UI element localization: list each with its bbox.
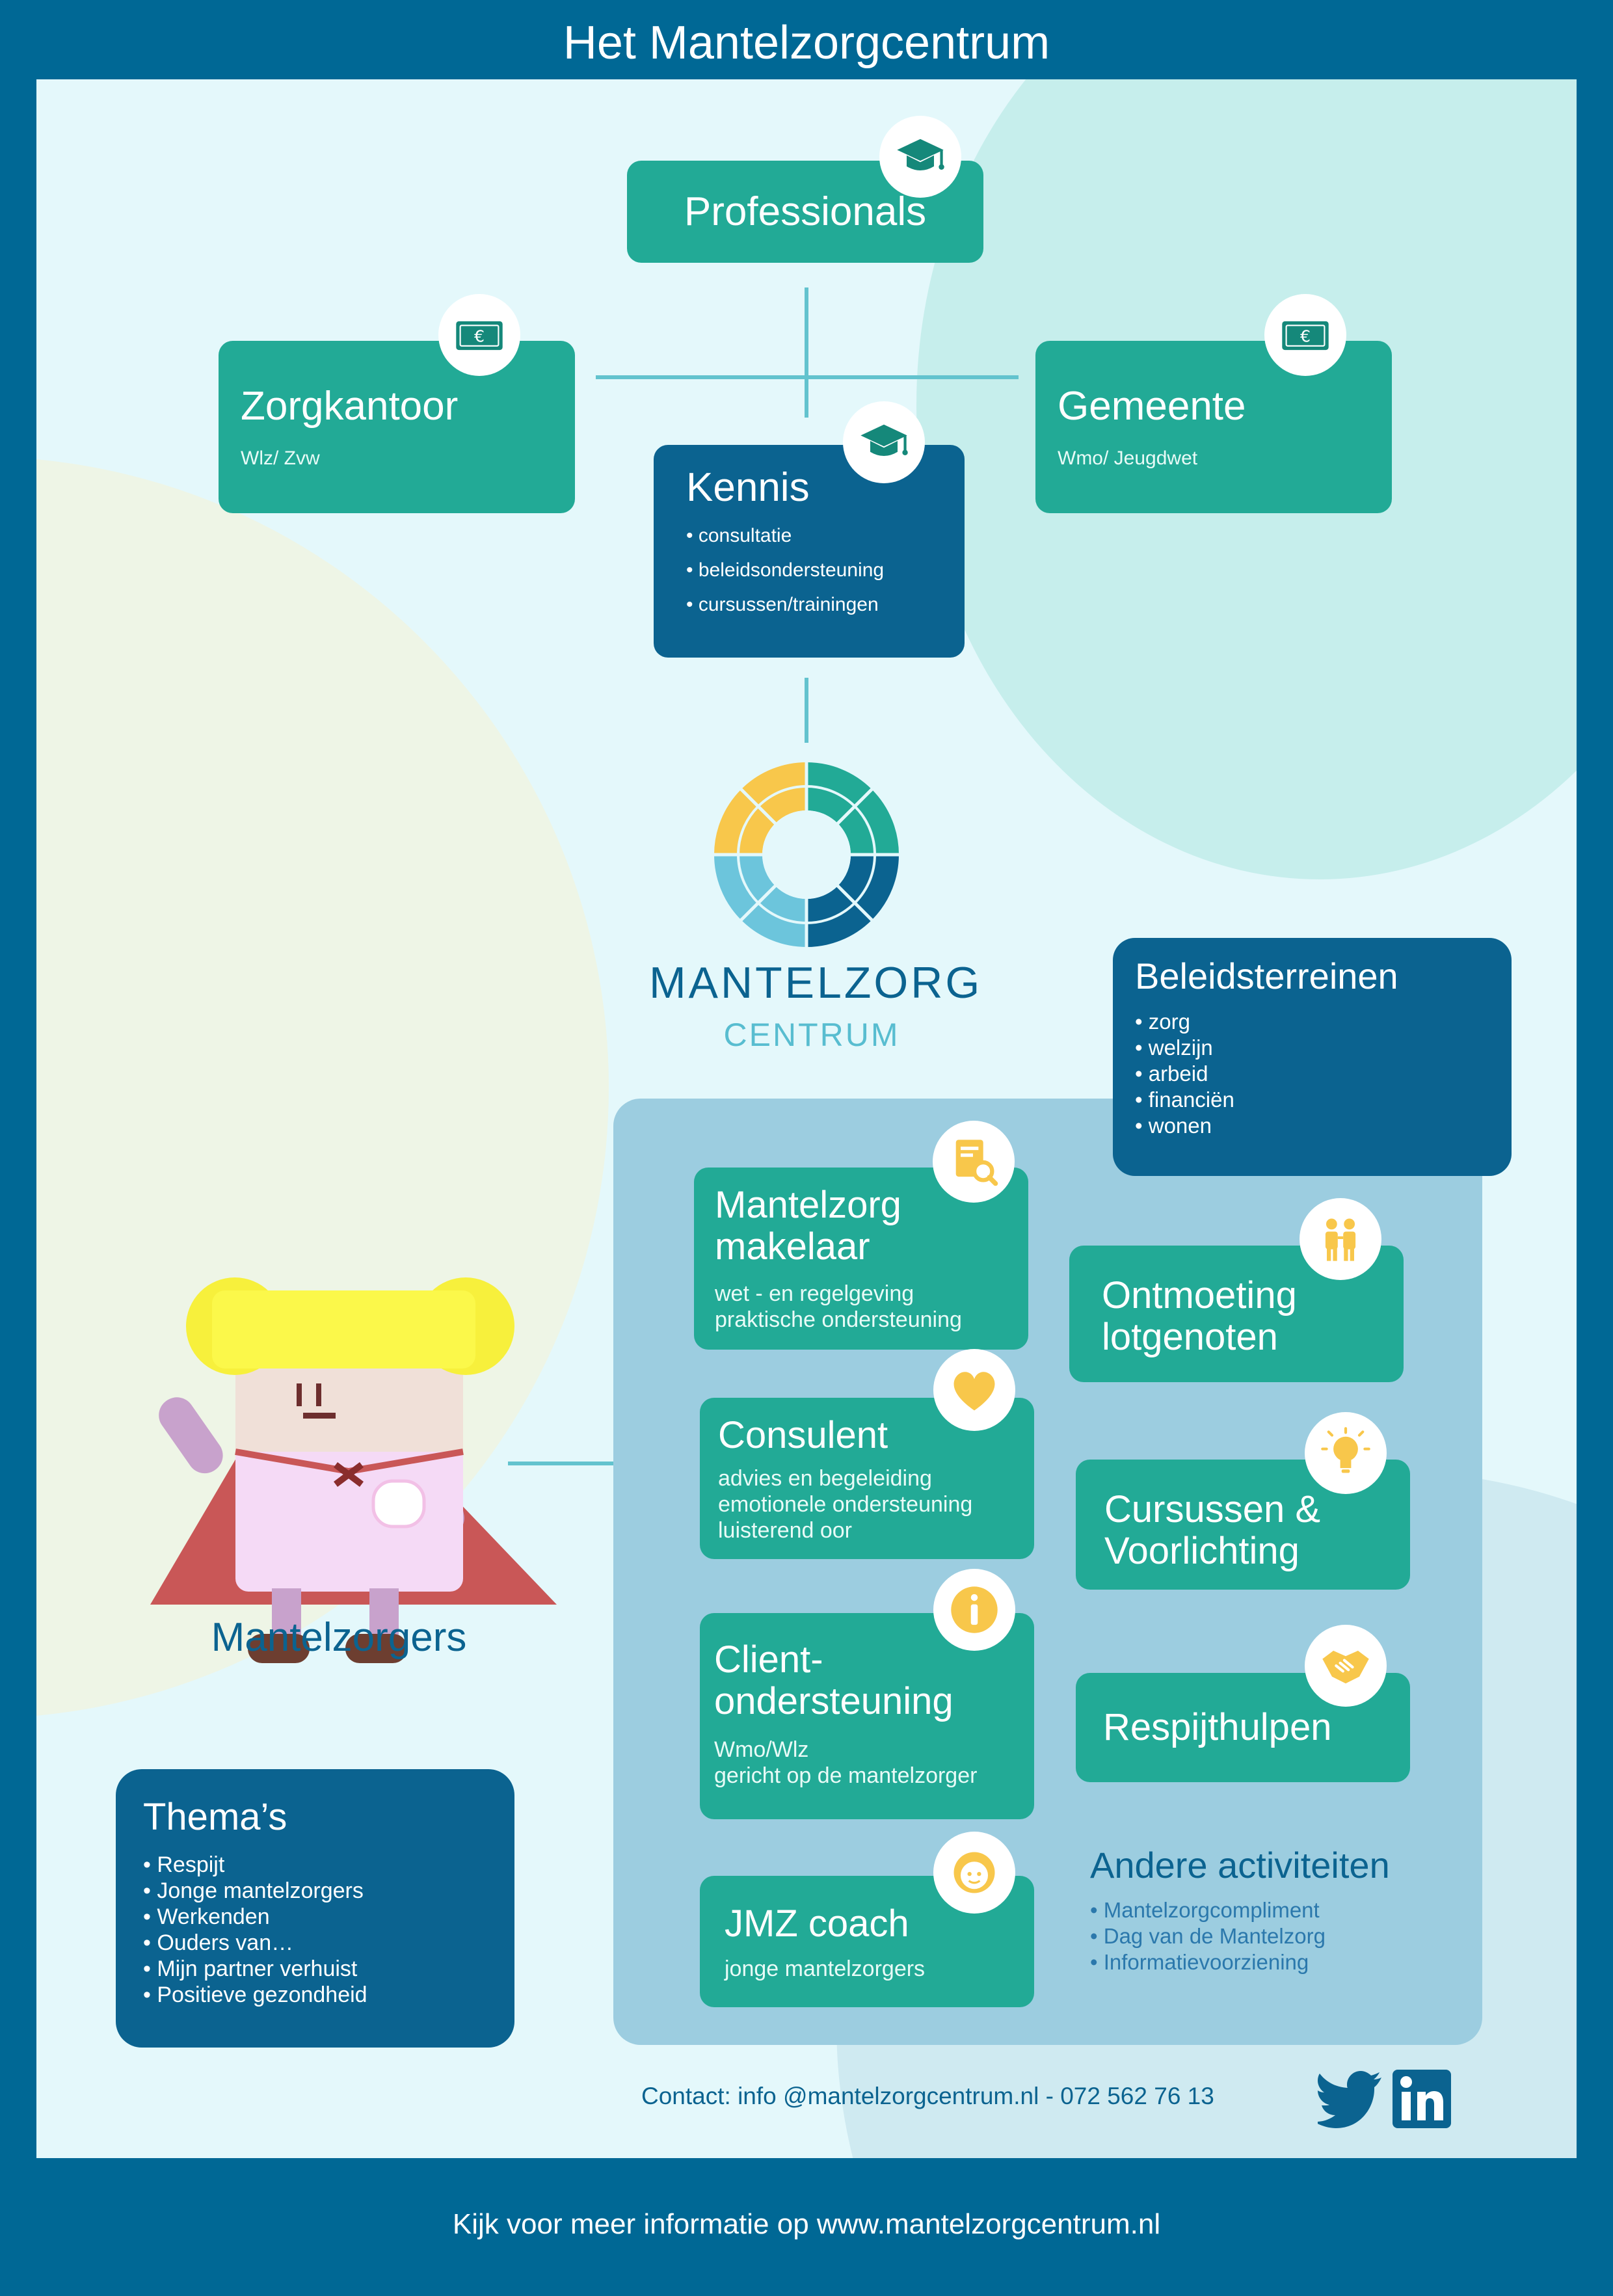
list-item: welzijn: [1135, 1035, 1489, 1061]
heart-icon: [933, 1349, 1015, 1431]
girl-face-icon: [933, 1832, 1015, 1914]
graduation-cap-icon: [843, 401, 925, 483]
kennis-box: Kennis consultatie beleidsondersteuning …: [654, 445, 965, 658]
respijthulpen-title: Respijthulpen: [1103, 1706, 1332, 1748]
themas-list: Respijt Jonge mantelzorgers Werkenden Ou…: [143, 1852, 487, 2008]
makelaar-sub-line1: wet - en regelgeving: [715, 1281, 914, 1306]
connector-mantelzorgers: [508, 1462, 619, 1465]
footer-text: Kijk voor meer informatie op www.mantelz…: [452, 2208, 1161, 2240]
page-title: Het Mantelzorgcentrum: [563, 17, 1050, 69]
logo-wordmark-centrum: CENTRUM: [723, 1017, 900, 1053]
connector-vertical-top: [805, 287, 808, 418]
andere-activiteiten-list: Mantelzorgcompliment Dag van de Mantelzo…: [1090, 1897, 1326, 1975]
makelaar-sub-line2: praktische ondersteuning: [715, 1307, 962, 1332]
infographic-canvas: Professionals Zorgkantoor Wlz/ Zvw € Gem…: [36, 79, 1577, 2158]
makelaar-title-line1: Mantelzorg: [715, 1184, 901, 1226]
zorgkantoor-title: Zorgkantoor: [241, 384, 459, 429]
twitter-icon[interactable]: [1318, 2070, 1383, 2128]
list-item: Werkenden: [143, 1904, 487, 1930]
list-item: consultatie: [686, 518, 932, 553]
linkedin-icon[interactable]: [1393, 2070, 1451, 2128]
mantelzorger-character-icon: [150, 1277, 557, 1663]
consulent-sub-line3: luisterend oor: [718, 1518, 853, 1543]
list-item: beleidsondersteuning: [686, 553, 932, 587]
respijthulpen-box: Respijthulpen: [1076, 1673, 1410, 1782]
client-title-line2: ondersteuning: [714, 1680, 953, 1722]
list-item: financiën: [1135, 1087, 1489, 1113]
document-search-icon: [933, 1121, 1015, 1203]
kennis-title: Kennis: [686, 465, 810, 510]
list-item: wonen: [1135, 1113, 1489, 1139]
jmz-sub: jonge mantelzorgers: [725, 1956, 926, 1981]
makelaar-title-line2: makelaar: [715, 1225, 870, 1268]
people-icon: [1300, 1198, 1381, 1280]
euro-banknote-icon: €: [1264, 294, 1346, 376]
client-sub-line2: gericht op de mantelzorger: [714, 1763, 978, 1788]
gemeente-box: Gemeente Wmo/ Jeugdwet: [1035, 341, 1392, 513]
svg-text:€: €: [474, 327, 485, 346]
jmz-title: JMZ coach: [725, 1902, 909, 1945]
list-item: Positieve gezondheid: [143, 1982, 487, 2008]
connector-horizontal: [596, 375, 1019, 379]
list-item: Informatievoorziening: [1090, 1949, 1326, 1975]
list-item: Ouders van…: [143, 1930, 487, 1956]
list-item: arbeid: [1135, 1061, 1489, 1087]
list-item: zorg: [1135, 1009, 1489, 1035]
consulent-sub-line2: emotionele ondersteuning: [718, 1492, 973, 1517]
handshake-icon: [1305, 1625, 1387, 1707]
svg-text:€: €: [1300, 327, 1311, 346]
info-icon: [933, 1569, 1015, 1651]
zorgkantoor-box: Zorgkantoor Wlz/ Zvw: [219, 341, 575, 513]
mantelzorgers-label: Mantelzorgers: [211, 1615, 467, 1660]
lightbulb-icon: [1305, 1412, 1387, 1494]
consulent-title: Consulent: [718, 1414, 888, 1456]
themas-box: Thema’s Respijt Jonge mantelzorgers Werk…: [116, 1769, 514, 2048]
list-item: Mantelzorgcompliment: [1090, 1897, 1326, 1923]
graduation-cap-icon: [879, 116, 961, 198]
list-item: Mijn partner verhuist: [143, 1956, 487, 1982]
andere-activiteiten-title: Andere activiteiten: [1090, 1845, 1390, 1886]
list-item: cursussen/trainingen: [686, 587, 932, 622]
contact-text: Contact: info @mantelzorgcentrum.nl - 07…: [641, 2083, 1214, 2109]
connector-vertical-logo: [805, 678, 808, 743]
themas-title: Thema’s: [143, 1796, 287, 1838]
beleidsterreinen-title: Beleidsterreinen: [1135, 955, 1398, 996]
professionals-title: Professionals: [684, 189, 927, 234]
cursussen-title-line1: Cursussen &: [1104, 1488, 1321, 1530]
gemeente-title: Gemeente: [1058, 384, 1246, 429]
gemeente-sub: Wmo/ Jeugdwet: [1058, 447, 1198, 469]
euro-banknote-icon: €: [438, 294, 520, 376]
beleidsterreinen-list: zorg welzijn arbeid financiën wonen: [1135, 1009, 1489, 1139]
logo-wordmark-mantelzorg: MANTELZORG: [649, 958, 983, 1008]
list-item: Jonge mantelzorgers: [143, 1878, 487, 1904]
client-title-line1: Client-: [714, 1638, 823, 1681]
cursussen-title-line2: Voorlichting: [1104, 1530, 1300, 1572]
kennis-list: consultatie beleidsondersteuning cursuss…: [686, 518, 932, 622]
professionals-box: Professionals: [627, 161, 983, 263]
list-item: Dag van de Mantelzorg: [1090, 1923, 1326, 1949]
beleidsterreinen-box: Beleidsterreinen zorg welzijn arbeid fin…: [1113, 938, 1512, 1176]
zorgkantoor-sub: Wlz/ Zvw: [241, 447, 320, 469]
client-sub-line1: Wmo/Wlz: [714, 1737, 809, 1762]
ontmoeting-title-line2: lotgenoten: [1102, 1316, 1278, 1358]
mantelzorg-logo-icon: [714, 762, 899, 947]
list-item: Respijt: [143, 1852, 487, 1878]
ontmoeting-title-line1: Ontmoeting: [1102, 1274, 1297, 1316]
consulent-sub-line1: advies en begeleiding: [718, 1466, 932, 1491]
